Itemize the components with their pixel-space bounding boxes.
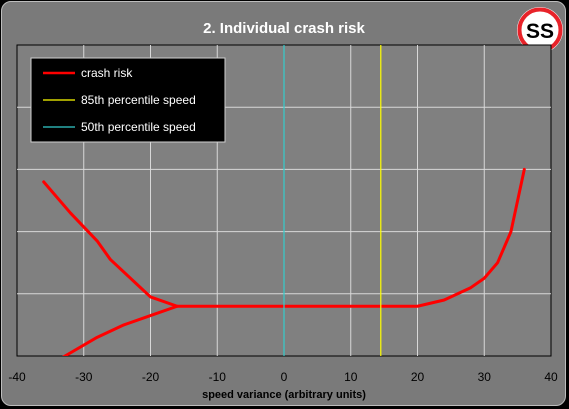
- x-tick-label: -10: [209, 370, 227, 384]
- x-tick-labels: -40 -30 -20 -10 0 10 20 30 40: [8, 370, 558, 384]
- x-tick-label: -40: [8, 370, 26, 384]
- x-tick-label: -30: [75, 370, 93, 384]
- x-tick-label: 0: [281, 370, 288, 384]
- x-tick-label: 20: [411, 370, 425, 384]
- x-tick-label: -20: [142, 370, 160, 384]
- legend-label: 50th percentile speed: [81, 120, 196, 134]
- legend: crash risk 85th percentile speed 50th perc…: [30, 57, 226, 143]
- series-layer: [42, 45, 526, 356]
- badge-text: SS: [526, 20, 554, 43]
- legend-label: crash risk: [81, 66, 133, 80]
- x-tick-label: 10: [344, 370, 358, 384]
- crash-risk-curve-1: [62, 304, 179, 356]
- speed-sign-badge: SS: [517, 7, 563, 53]
- x-axis-label: speed variance (arbitrary units): [202, 389, 366, 401]
- x-tick-label: 30: [478, 370, 492, 384]
- x-tick-label: 40: [544, 370, 558, 384]
- legend-label: 85th percentile speed: [81, 93, 196, 107]
- chart-title: 2. Individual crash risk: [203, 20, 365, 37]
